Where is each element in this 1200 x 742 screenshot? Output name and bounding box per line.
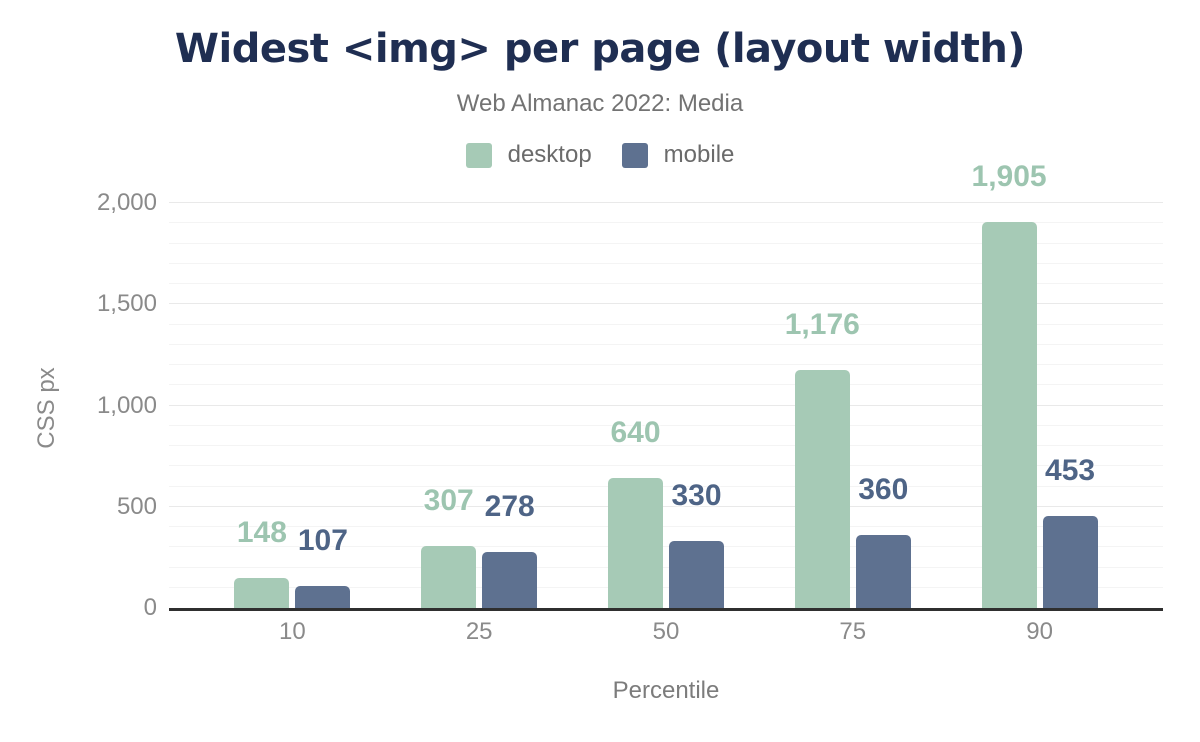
- minor-gridline: [169, 343, 1163, 345]
- bar-group-p25: 307 278: [421, 484, 538, 608]
- mobile-value-label-p50: 330: [671, 479, 722, 512]
- x-axis-ticks: 10 25 50 75 90: [169, 618, 1163, 648]
- y-tick-label: 0: [143, 594, 157, 621]
- y-tick-label: 1,500: [96, 290, 157, 318]
- chart-title: Widest <img> per page (layout width): [174, 26, 1026, 72]
- minor-gridline: [169, 222, 1163, 224]
- desktop-value-label-p25: 307: [423, 484, 474, 517]
- minor-gridline: [169, 364, 1163, 365]
- minor-gridline: [169, 586, 1163, 588]
- major-gridline: [169, 303, 1163, 305]
- mobile-value-label-p10: 107: [297, 524, 348, 557]
- y-tick-label: 500: [116, 492, 157, 520]
- mobile-series-swatch-icon: [621, 142, 648, 168]
- mobile-value-label-p75: 360: [858, 473, 909, 506]
- x-axis-title: Percentile: [612, 677, 720, 704]
- minor-gridline: [169, 546, 1163, 548]
- minor-gridline: [169, 485, 1163, 487]
- legend-label-desktop: desktop: [507, 141, 592, 168]
- plot-area: 148 107 307 278 640 330 1,176 360 1,905 453: [169, 160, 1163, 611]
- minor-gridline: [169, 566, 1163, 568]
- desktop-value-label-p75: 1,176: [784, 308, 860, 341]
- mobile-bar-p90: 453: [1042, 454, 1098, 608]
- bar-group-p75: 1,176 360: [785, 308, 911, 608]
- major-gridline: [169, 202, 1163, 203]
- mobile-bar-p50: 330: [668, 479, 724, 608]
- chart-subtitle: Web Almanac 2022: Media: [456, 90, 744, 117]
- mobile-bar-p75: 360: [855, 473, 911, 608]
- desktop-bar-p25: 307: [421, 484, 477, 608]
- bar-group-p10: 148 107: [234, 516, 351, 608]
- legend-item-desktop: desktop: [465, 141, 592, 169]
- legend-item-mobile: mobile: [621, 141, 735, 169]
- y-tick-label: 1,000: [96, 391, 157, 419]
- desktop-value-label-p50: 640: [610, 416, 661, 449]
- minor-gridline: [169, 242, 1163, 244]
- desktop-bar-p75: 1,176: [785, 308, 860, 608]
- desktop-bar-p90: 1,905: [972, 160, 1047, 608]
- y-axis-ticks: 0 500 1,000 1,500 2,000: [40, 189, 157, 621]
- minor-gridline: [169, 323, 1163, 325]
- minor-gridline: [169, 445, 1163, 446]
- desktop-series-swatch-icon: [465, 142, 492, 168]
- desktop-bar-p10: 148: [234, 516, 290, 608]
- minor-gridline: [169, 384, 1163, 386]
- mobile-bar-p10: 107: [295, 524, 351, 608]
- bar-group-p90: 1,905 453: [972, 160, 1098, 608]
- desktop-value-label-p10: 148: [236, 516, 287, 549]
- bar-group-p50: 640 330: [607, 416, 724, 608]
- bar-groups: 148 107 307 278 640 330 1,176 360 1,905 453: [169, 160, 1163, 608]
- x-tick-label-90: 90: [1026, 618, 1053, 645]
- major-gridline: [169, 505, 1163, 507]
- y-tick-label: 2,000: [96, 189, 157, 216]
- x-tick-label-25: 25: [465, 618, 493, 645]
- major-gridline: [169, 404, 1163, 406]
- minor-gridline: [169, 424, 1163, 426]
- mobile-value-label-p90: 453: [1045, 454, 1096, 487]
- minor-gridline: [169, 283, 1163, 284]
- chart-legend: desktop mobile: [0, 141, 1200, 169]
- desktop-value-label-p90: 1,905: [971, 160, 1047, 193]
- mobile-value-label-p25: 278: [484, 490, 535, 523]
- minor-gridline: [169, 526, 1163, 527]
- minor-gridline: [169, 262, 1163, 264]
- x-tick-label-75: 75: [839, 618, 867, 645]
- legend-label-mobile: mobile: [663, 141, 735, 168]
- minor-gridline: [169, 465, 1163, 467]
- desktop-bar-p50: 640: [607, 416, 663, 608]
- x-tick-label-10: 10: [279, 618, 306, 645]
- mobile-bar-p25: 278: [482, 490, 538, 608]
- x-tick-label-50: 50: [652, 618, 680, 645]
